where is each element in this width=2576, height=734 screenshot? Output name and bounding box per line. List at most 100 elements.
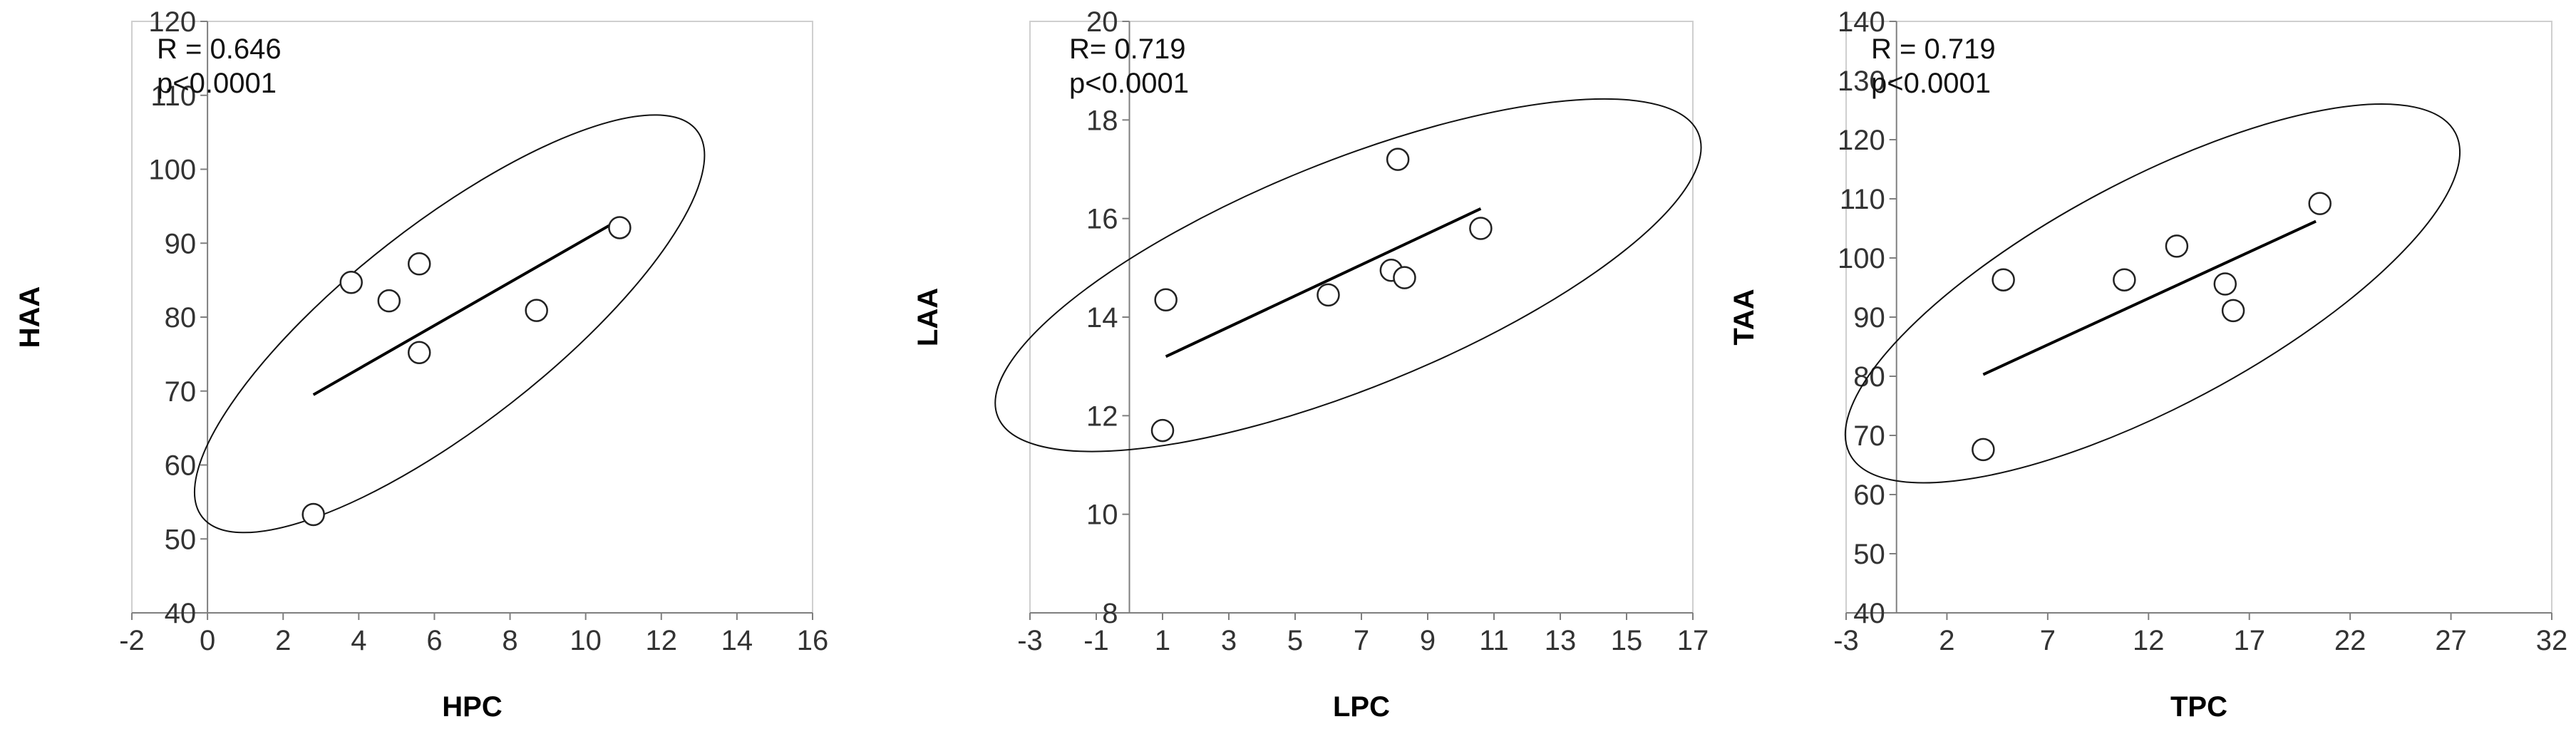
x-tick-labels: -2 0 2 4 6 8 10 12 14 16 xyxy=(119,613,828,656)
confidence-ellipse xyxy=(1844,103,2461,484)
data-point xyxy=(1386,148,1410,171)
x-tick-label: 17 xyxy=(1677,625,1709,656)
y-tick-label: 20 xyxy=(1086,6,1118,38)
y-tick-label: 80 xyxy=(165,302,197,334)
data-point xyxy=(407,252,431,276)
y-tick-label: 60 xyxy=(165,450,197,482)
y-tick-label: 60 xyxy=(1853,480,1885,511)
x-tick-label: 2 xyxy=(275,625,291,656)
data-point xyxy=(525,299,548,322)
data-point xyxy=(1972,438,1995,462)
y-axis-title: LAA xyxy=(912,288,944,346)
x-tick-label: -3 xyxy=(1833,625,1859,656)
confidence-ellipse xyxy=(994,98,1702,453)
x-tick-label: -3 xyxy=(1017,625,1043,656)
data-point xyxy=(339,270,363,294)
y-tick-label: 110 xyxy=(1840,184,1885,215)
x-tick-label: 0 xyxy=(200,625,215,656)
x-tick-label: 3 xyxy=(1221,625,1237,656)
y-tick-label: 90 xyxy=(1853,302,1885,334)
x-tick-label: 13 xyxy=(1545,625,1577,656)
y-tick-label: 18 xyxy=(1086,105,1118,136)
data-point xyxy=(1317,283,1340,307)
x-axis-title: HPC xyxy=(442,691,502,723)
x-tick-label: 4 xyxy=(351,625,366,656)
y-tick-label: 40 xyxy=(1853,598,1885,629)
y-tick-label: 8 xyxy=(1102,598,1118,629)
x-tick-label: 7 xyxy=(1354,625,1369,656)
y-tick-label: 50 xyxy=(165,524,197,555)
y-tick-label: 40 xyxy=(165,598,197,629)
x-tick-label: 10 xyxy=(570,625,602,656)
x-tick-label: 22 xyxy=(2334,625,2366,656)
p-value-label: p<0.0001 xyxy=(157,68,277,99)
y-tick-label: 80 xyxy=(1853,361,1885,393)
correlation-label: R = 0.719 xyxy=(1871,33,1996,65)
data-point xyxy=(2221,299,2245,323)
chart-panel-taa-vs-tpc: -3 2 7 12 17 22 27 32 4050607080901001101201301… xyxy=(1729,6,2567,723)
data-point xyxy=(302,502,325,527)
data-point xyxy=(2213,272,2237,296)
x-tick-label: 12 xyxy=(646,625,678,656)
data-point xyxy=(2165,234,2189,258)
data-point xyxy=(608,216,632,239)
data-point xyxy=(377,289,401,313)
plot-frame xyxy=(1845,21,2552,614)
x-tick-label: -1 xyxy=(1083,625,1109,656)
y-tick-label: 10 xyxy=(1086,500,1118,531)
x-tick-label: 9 xyxy=(1420,625,1436,656)
y-tick-label: 70 xyxy=(1853,420,1885,452)
data-point xyxy=(2113,268,2136,291)
y-axis-title: TAA xyxy=(1729,289,1760,345)
x-tick-label: 27 xyxy=(2435,625,2467,656)
x-tick-label: 11 xyxy=(1479,625,1509,656)
y-axis-title: HAA xyxy=(14,286,46,348)
y-tick-labels: 40 50 60 70 80 90 100 110 120 xyxy=(148,6,208,629)
y-tick-label: 70 xyxy=(165,376,197,408)
y-tick-label: 120 xyxy=(1838,125,1885,156)
data-point xyxy=(1469,217,1493,240)
data-marks xyxy=(1844,103,2461,484)
p-value-label: p<0.0001 xyxy=(1069,68,1189,99)
x-tick-label: 6 xyxy=(426,625,442,656)
data-point xyxy=(1154,288,1178,312)
correlation-label: R = 0.646 xyxy=(157,33,282,65)
x-axis-title: TPC xyxy=(2170,691,2227,723)
y-tick-label: 110 xyxy=(150,81,196,112)
x-tick-labels: -3 -1 1 3 5 7 9 11 13 15 17 xyxy=(1017,613,1709,656)
x-tick-label: 14 xyxy=(721,625,753,656)
regression-line xyxy=(1982,219,2317,376)
data-marks xyxy=(193,114,706,534)
x-tick-label: -2 xyxy=(119,625,145,656)
x-tick-label: 7 xyxy=(2040,625,2056,656)
data-point xyxy=(1150,418,1175,443)
x-tick-label: 32 xyxy=(2536,625,2568,656)
y-tick-label: 50 xyxy=(1853,539,1885,570)
p-value-label: p<0.0001 xyxy=(1871,68,1991,99)
confidence-ellipse xyxy=(193,114,706,534)
x-tick-label: 8 xyxy=(502,625,517,656)
correlation-label: R= 0.719 xyxy=(1069,33,1185,65)
x-tick-label: 16 xyxy=(797,625,829,656)
x-tick-labels: -3 2 7 12 17 22 27 32 xyxy=(1833,613,2567,656)
x-tick-label: 15 xyxy=(1611,625,1643,656)
x-tick-label: 12 xyxy=(2133,625,2165,656)
y-tick-label: 90 xyxy=(165,228,197,259)
data-point xyxy=(2308,192,2332,215)
x-tick-label: 2 xyxy=(1939,625,1954,656)
y-tick-label: 12 xyxy=(1086,400,1118,432)
x-tick-label: 1 xyxy=(1155,625,1170,656)
data-point xyxy=(407,341,431,365)
data-marks xyxy=(994,98,1702,453)
regression-line xyxy=(312,218,621,396)
y-tick-label: 140 xyxy=(1838,6,1885,38)
y-tick-label: 120 xyxy=(148,6,196,38)
y-tick-labels: 8 10 12 14 16 18 20 xyxy=(1086,6,1130,629)
x-tick-label: 17 xyxy=(2233,625,2265,656)
y-tick-labels: 40 50 60 70 80 90 100 110 120 130 140 xyxy=(1838,6,1897,629)
y-tick-label: 100 xyxy=(1838,243,1885,274)
plot-frame xyxy=(131,21,813,614)
regression-line xyxy=(1165,207,1482,358)
